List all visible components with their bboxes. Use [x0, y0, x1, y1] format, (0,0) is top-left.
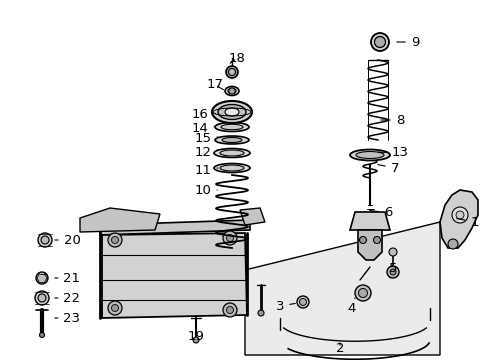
Circle shape: [373, 237, 380, 243]
Circle shape: [40, 333, 44, 338]
Circle shape: [358, 288, 367, 297]
Circle shape: [225, 66, 238, 78]
Text: 11: 11: [194, 163, 218, 176]
Ellipse shape: [355, 152, 383, 158]
Circle shape: [370, 33, 388, 51]
Circle shape: [38, 233, 52, 247]
Ellipse shape: [212, 101, 251, 123]
Circle shape: [451, 207, 467, 223]
Polygon shape: [100, 220, 249, 235]
Text: 17: 17: [206, 78, 223, 91]
Circle shape: [36, 272, 48, 284]
Text: 15: 15: [194, 131, 218, 144]
Circle shape: [41, 236, 49, 244]
Text: 2: 2: [335, 342, 344, 355]
Circle shape: [447, 239, 457, 249]
Text: 10: 10: [194, 184, 217, 197]
Text: 14: 14: [191, 122, 215, 135]
Ellipse shape: [220, 165, 244, 171]
Polygon shape: [240, 208, 264, 225]
Ellipse shape: [224, 86, 239, 95]
Circle shape: [226, 234, 233, 242]
Circle shape: [226, 306, 233, 314]
Polygon shape: [244, 222, 439, 355]
Text: 21: 21: [55, 271, 81, 284]
Circle shape: [35, 291, 49, 305]
Ellipse shape: [222, 138, 242, 143]
Ellipse shape: [220, 150, 244, 156]
Ellipse shape: [215, 122, 248, 131]
Ellipse shape: [224, 108, 239, 116]
Text: 12: 12: [194, 145, 218, 158]
Text: 8: 8: [380, 113, 404, 126]
Ellipse shape: [227, 88, 236, 94]
Ellipse shape: [215, 136, 248, 144]
Ellipse shape: [349, 149, 389, 161]
Circle shape: [223, 231, 237, 245]
Text: 1: 1: [456, 216, 478, 229]
Text: 6: 6: [369, 207, 391, 220]
Ellipse shape: [221, 124, 243, 130]
Polygon shape: [357, 230, 381, 260]
Text: 20: 20: [55, 234, 80, 247]
Circle shape: [296, 296, 308, 308]
Circle shape: [111, 305, 118, 311]
Circle shape: [354, 285, 370, 301]
Circle shape: [228, 88, 235, 94]
Text: 4: 4: [347, 298, 355, 315]
Circle shape: [108, 301, 122, 315]
Text: 16: 16: [191, 108, 215, 122]
Polygon shape: [439, 190, 477, 248]
Circle shape: [359, 237, 366, 243]
Text: 5: 5: [388, 261, 396, 278]
Circle shape: [299, 298, 306, 306]
Text: 18: 18: [228, 51, 245, 64]
Ellipse shape: [214, 148, 249, 158]
Text: 19: 19: [187, 330, 204, 343]
Circle shape: [455, 211, 463, 219]
Polygon shape: [349, 212, 389, 230]
Text: 9: 9: [396, 36, 418, 49]
Text: 7: 7: [377, 162, 398, 175]
Circle shape: [258, 310, 264, 316]
Circle shape: [193, 337, 199, 343]
Text: 22: 22: [55, 292, 81, 305]
Text: 13: 13: [378, 147, 407, 159]
Circle shape: [228, 68, 235, 76]
Ellipse shape: [218, 104, 245, 120]
Circle shape: [386, 266, 398, 278]
Polygon shape: [80, 208, 160, 232]
Circle shape: [389, 269, 395, 275]
Circle shape: [108, 233, 122, 247]
Text: 3: 3: [275, 300, 295, 312]
Circle shape: [223, 303, 237, 317]
Ellipse shape: [214, 163, 249, 172]
Polygon shape: [102, 233, 246, 318]
Circle shape: [388, 248, 396, 256]
Circle shape: [374, 36, 385, 48]
Circle shape: [38, 294, 46, 302]
Circle shape: [111, 237, 118, 243]
Text: 23: 23: [55, 311, 81, 324]
